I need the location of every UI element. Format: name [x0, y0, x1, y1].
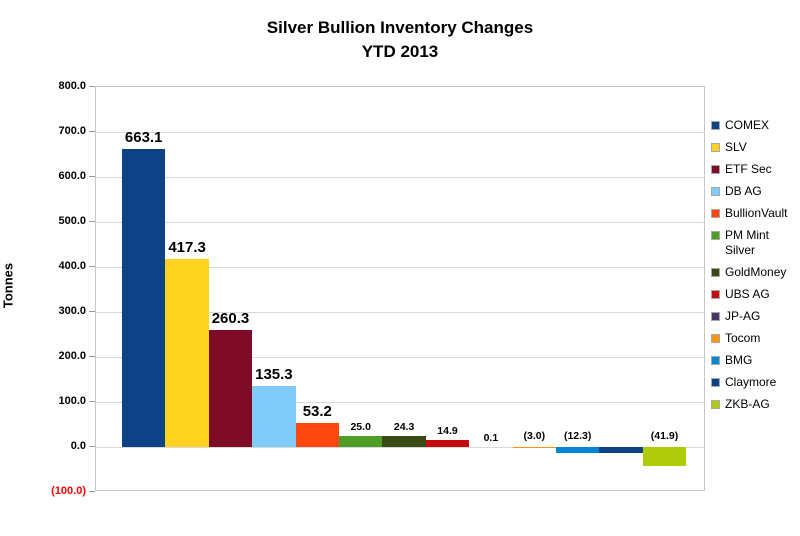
- bar-value-label: (3.0): [523, 430, 546, 442]
- bar-value-label: 417.3: [168, 239, 206, 257]
- legend-item-bmg: BMG: [711, 353, 797, 368]
- legend-item-zkb-ag: ZKB-AG: [711, 397, 797, 412]
- chart-title-line1: Silver Bullion Inventory Changes: [266, 18, 534, 37]
- y-axis-tick-mark: [89, 221, 95, 222]
- bar-zkb-ag: [642, 447, 687, 466]
- bar-bmg: [556, 447, 600, 453]
- legend-swatch-icon: [711, 231, 720, 240]
- y-axis-tick-mark: [89, 266, 95, 267]
- chart-title-line2: YTD 2013: [361, 42, 439, 61]
- gridline: [96, 222, 704, 223]
- legend-item-claymore: Claymore: [711, 375, 797, 390]
- legend-swatch-icon: [711, 268, 720, 277]
- y-tick-label: 100.0: [58, 395, 86, 407]
- y-axis-title: Tonnes: [0, 262, 16, 309]
- legend: COMEX SLV ETF Sec DB AG BullionVault PM Mint …: [711, 118, 797, 419]
- legend-swatch-icon: [711, 378, 720, 387]
- legend-item-db-ag: DB AG: [711, 184, 797, 199]
- legend-item-bullionvault: BullionVault: [711, 206, 797, 221]
- chart-title: Silver Bullion Inventory Changes YTD 201…: [0, 16, 800, 64]
- y-axis-tick-mark: [89, 356, 95, 357]
- bar-value-label: 24.3: [393, 421, 415, 434]
- gridline: [96, 267, 704, 268]
- legend-swatch-icon: [711, 165, 720, 174]
- y-tick-label: (100.0): [51, 485, 86, 497]
- y-tick-label: 800.0: [58, 80, 86, 92]
- bar-db-ag: [252, 386, 296, 447]
- bar-value-label: 663.1: [124, 128, 163, 146]
- legend-item-slv: SLV: [711, 140, 797, 155]
- y-axis-tick-mark: [89, 86, 95, 87]
- y-tick-label: 700.0: [58, 125, 86, 137]
- y-tick-label: 0.0: [70, 440, 86, 452]
- legend-label: SLV: [725, 140, 747, 154]
- bar-claymore: [599, 447, 643, 454]
- bar-goldmoney: [382, 436, 426, 447]
- y-axis-tick-mark: [89, 176, 95, 177]
- gridline: [96, 447, 704, 448]
- legend-swatch-icon: [711, 143, 720, 152]
- bar-bullionvault: [295, 423, 339, 447]
- legend-swatch-icon: [711, 121, 720, 130]
- y-axis-tick-mark: [89, 131, 95, 132]
- legend-label: UBS AG: [725, 287, 770, 301]
- bar-value-label: 14.9: [437, 425, 458, 438]
- bar-comex: [122, 148, 166, 447]
- legend-swatch-icon: [711, 187, 720, 196]
- legend-swatch-icon: [711, 356, 720, 365]
- plot-area: 663.1 417.3 260.3 135.3 53.2 25.0 24.3 14.9 0.1 (…: [95, 86, 705, 491]
- bar-value-label: 53.2: [302, 403, 332, 421]
- legend-label: PM Mint Silver: [725, 228, 770, 257]
- y-axis-tick-mark: [89, 446, 95, 447]
- y-tick-label: 400.0: [58, 260, 86, 272]
- y-tick-label: 500.0: [58, 215, 86, 227]
- legend-label: COMEX: [725, 118, 770, 132]
- y-tick-label: 600.0: [58, 170, 86, 182]
- legend-label: BullionVault: [725, 206, 788, 220]
- legend-label: BMG: [725, 353, 753, 367]
- gridline: [96, 177, 704, 178]
- legend-label: GoldMoney: [725, 265, 787, 279]
- legend-label: Tocom: [725, 331, 761, 345]
- legend-item-tocom: Tocom: [711, 331, 797, 346]
- legend-swatch-icon: [711, 312, 720, 321]
- bar-value-label: 260.3: [211, 309, 250, 327]
- bar-value-label: (12.3): [563, 430, 592, 442]
- legend-swatch-icon: [711, 334, 720, 343]
- legend-item-etf-sec: ETF Sec: [711, 162, 797, 177]
- legend-item-goldmoney: GoldMoney: [711, 265, 797, 280]
- bar-tocom: [512, 447, 556, 449]
- bar-pm-mint-silver: [339, 435, 383, 447]
- legend-item-comex: COMEX: [711, 118, 797, 133]
- bar-slv: [165, 259, 209, 447]
- legend-label: DB AG: [725, 184, 762, 198]
- gridline: [96, 402, 704, 403]
- bar-value-label: 0.1: [483, 431, 499, 444]
- y-tick-label: 300.0: [58, 305, 86, 317]
- legend-label: JP-AG: [725, 309, 761, 323]
- legend-label: ETF Sec: [725, 162, 772, 176]
- legend-label: Claymore: [725, 375, 777, 389]
- gridline: [96, 312, 704, 313]
- legend-item-pm-mint-silver: PM Mint Silver: [711, 228, 797, 258]
- bar-value-label: 135.3: [255, 366, 293, 384]
- y-tick-label: 200.0: [58, 350, 86, 362]
- bar-value-label: 25.0: [350, 420, 371, 433]
- legend-swatch-icon: [711, 209, 720, 218]
- gridline: [96, 132, 704, 133]
- legend-item-ubs-ag: UBS AG: [711, 287, 797, 302]
- bar-etf-sec: [208, 329, 253, 447]
- bar-ubs-ag: [425, 440, 470, 447]
- legend-item-jp-ag: JP-AG: [711, 309, 797, 324]
- y-axis-tick-mark: [89, 401, 95, 402]
- y-axis-tick-mark: [89, 491, 95, 492]
- legend-label: ZKB-AG: [725, 397, 770, 411]
- bar-value-label: (41.9): [650, 430, 679, 442]
- gridline: [96, 357, 704, 358]
- y-axis-tick-mark: [89, 311, 95, 312]
- legend-swatch-icon: [711, 290, 720, 299]
- legend-swatch-icon: [711, 400, 720, 409]
